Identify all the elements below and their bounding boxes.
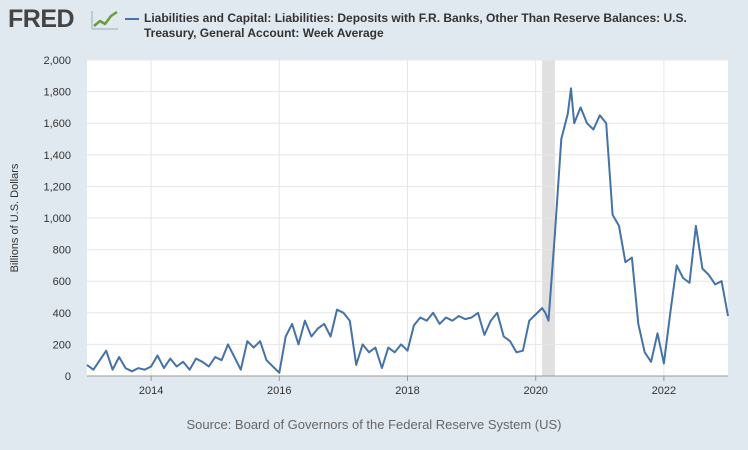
legend-swatch bbox=[125, 18, 139, 20]
y-tick-label: 2,000 bbox=[43, 55, 71, 67]
y-tick-label: 1,000 bbox=[43, 213, 71, 225]
y-tick-label: 1,800 bbox=[43, 87, 71, 99]
line-chart-icon bbox=[91, 9, 119, 31]
x-tick-label: 2014 bbox=[139, 385, 163, 397]
x-tick-labels: 2014 2016 2018 2020 2022 bbox=[87, 375, 728, 397]
x-tick-label: 2022 bbox=[652, 385, 676, 397]
x-tick-label: 2020 bbox=[523, 385, 547, 397]
fred-logo[interactable]: FRED bbox=[8, 5, 119, 35]
line-chart: 0 200 400 600 800 1,000 1,200 1,400 1,600 1,800 2,… bbox=[43, 55, 729, 397]
y-tick-label: 800 bbox=[53, 245, 71, 257]
series-group bbox=[86, 87, 729, 374]
fred-logo-text: FRED bbox=[8, 5, 75, 33]
y-tick-label: 200 bbox=[53, 339, 71, 351]
y-tick-label: 600 bbox=[53, 276, 71, 288]
y-tick-label: 1,400 bbox=[43, 150, 71, 162]
y-tick-labels: 0 200 400 600 800 1,000 1,200 1,400 1,600 1,800 2,… bbox=[43, 55, 71, 383]
x-tick-label: 2016 bbox=[267, 385, 291, 397]
legend-label: Liabilities and Capital: Liabilities: De… bbox=[144, 11, 687, 40]
source-note: Source: Board of Governors of the Federa… bbox=[186, 417, 562, 432]
y-tick-label: 400 bbox=[53, 308, 71, 320]
y-tick-label: 1,600 bbox=[43, 118, 71, 130]
y-tick-label: 0 bbox=[65, 371, 71, 383]
x-tick-label: 2018 bbox=[395, 385, 419, 397]
series-line bbox=[86, 87, 729, 374]
chart-header: FRED Liabilities and Capital: Liabilitie… bbox=[0, 0, 748, 50]
y-tick-label: 1,200 bbox=[43, 181, 71, 193]
